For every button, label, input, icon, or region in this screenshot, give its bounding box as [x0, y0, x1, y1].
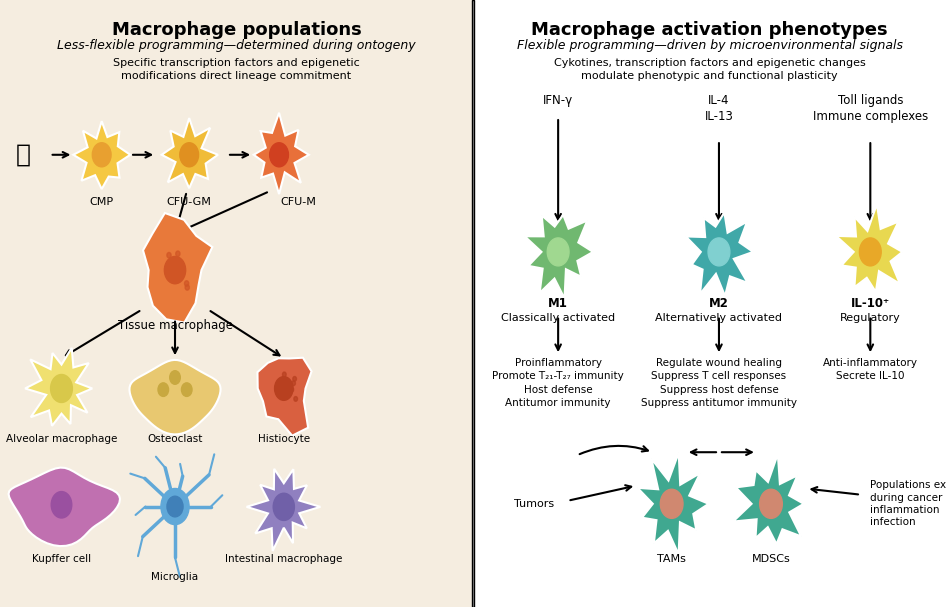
Circle shape	[859, 238, 882, 266]
Circle shape	[166, 266, 169, 271]
Text: Alternatively activated: Alternatively activated	[656, 313, 782, 322]
Circle shape	[273, 493, 294, 520]
Text: Classically activated: Classically activated	[501, 313, 615, 322]
Text: IFN-γ: IFN-γ	[543, 94, 573, 107]
Text: Toll ligands
Immune complexes: Toll ligands Immune complexes	[813, 94, 928, 123]
Circle shape	[93, 143, 111, 167]
Text: 🦴: 🦴	[16, 143, 31, 167]
Circle shape	[279, 380, 283, 385]
Circle shape	[51, 492, 72, 518]
Polygon shape	[130, 360, 220, 435]
Polygon shape	[254, 113, 308, 194]
Text: MDSCs: MDSCs	[752, 554, 790, 563]
Circle shape	[165, 256, 185, 283]
Circle shape	[283, 380, 287, 384]
Text: Tumors: Tumors	[515, 499, 554, 509]
Circle shape	[293, 376, 296, 381]
Circle shape	[166, 253, 171, 258]
Text: Populations expand
during cancer
inflammation
infection: Populations expand during cancer inflamm…	[870, 480, 946, 527]
Text: Flexible programming—driven by microenvironmental signals: Flexible programming—driven by microenvi…	[517, 39, 902, 52]
Text: CMP: CMP	[90, 197, 114, 207]
Circle shape	[274, 376, 293, 401]
Text: M2: M2	[709, 297, 729, 310]
Polygon shape	[247, 469, 321, 551]
Circle shape	[708, 238, 730, 266]
Text: Histiocyte: Histiocyte	[257, 434, 310, 444]
Text: Regulatory: Regulatory	[840, 313, 901, 322]
Circle shape	[158, 383, 168, 396]
Polygon shape	[686, 212, 753, 296]
Circle shape	[180, 143, 199, 167]
Polygon shape	[733, 454, 804, 544]
Circle shape	[287, 384, 290, 388]
Text: Specific transcription factors and epigenetic
modifications direct lineage commi: Specific transcription factors and epige…	[114, 58, 359, 81]
Text: IL-10⁺: IL-10⁺	[850, 297, 890, 310]
Text: CFU-M: CFU-M	[280, 197, 316, 207]
Circle shape	[289, 387, 293, 392]
Text: Tissue macrophage: Tissue macrophage	[117, 319, 233, 331]
Circle shape	[291, 381, 295, 385]
Circle shape	[760, 489, 782, 518]
Circle shape	[184, 281, 189, 287]
Circle shape	[294, 396, 298, 401]
Text: Intestinal macrophage: Intestinal macrophage	[225, 554, 342, 563]
Circle shape	[178, 268, 182, 274]
Circle shape	[182, 383, 192, 396]
Text: Proinflammatory
Promote T₂₁-T₂₇ immunity
Host defense
Antitumor immunity: Proinflammatory Promote T₂₁-T₂₇ immunity…	[492, 358, 624, 408]
Text: Osteoclast: Osteoclast	[148, 434, 202, 444]
Polygon shape	[257, 358, 311, 436]
Text: Regulate wound healing
Suppress T cell responses
Suppress host defense
Suppress : Regulate wound healing Suppress T cell r…	[641, 358, 797, 408]
Polygon shape	[143, 213, 212, 322]
Text: Anti-inflammatory
Secrete IL-10: Anti-inflammatory Secrete IL-10	[823, 358, 918, 381]
Circle shape	[169, 371, 181, 384]
Text: Alveolar macrophage: Alveolar macrophage	[6, 434, 117, 444]
Circle shape	[660, 489, 683, 518]
Text: TAMs: TAMs	[657, 554, 686, 563]
Text: CFU-GM: CFU-GM	[166, 197, 212, 207]
Text: Macrophage populations: Macrophage populations	[112, 21, 361, 39]
Circle shape	[165, 269, 169, 274]
Circle shape	[283, 372, 286, 377]
Polygon shape	[73, 121, 131, 189]
Circle shape	[185, 285, 189, 290]
Text: Macrophage activation phenotypes: Macrophage activation phenotypes	[532, 21, 887, 39]
Circle shape	[270, 143, 289, 167]
Circle shape	[176, 251, 180, 256]
Polygon shape	[836, 204, 902, 292]
Circle shape	[166, 497, 184, 517]
Text: M1: M1	[548, 297, 569, 310]
Circle shape	[173, 258, 178, 263]
Polygon shape	[26, 348, 93, 426]
Text: Microglia: Microglia	[151, 572, 199, 582]
Text: Less-flexible programming—determined during ontogeny: Less-flexible programming—determined dur…	[57, 39, 416, 52]
Text: Kupffer cell: Kupffer cell	[32, 554, 91, 563]
Polygon shape	[9, 467, 120, 546]
Circle shape	[50, 375, 73, 402]
Text: IL-4
IL-13: IL-4 IL-13	[705, 94, 733, 123]
Circle shape	[547, 238, 569, 266]
Text: Cykotines, transcription factors and epigenetic changes
modulate phenotypic and : Cykotines, transcription factors and epi…	[553, 58, 866, 81]
Polygon shape	[525, 215, 593, 299]
Circle shape	[161, 489, 189, 524]
Polygon shape	[638, 453, 709, 554]
Polygon shape	[162, 118, 218, 188]
